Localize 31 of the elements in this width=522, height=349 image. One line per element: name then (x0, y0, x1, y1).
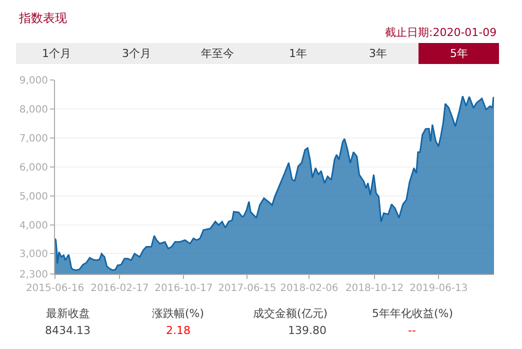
text: 5年年化收益(%) (372, 307, 454, 320)
y-tick-label: 3,000 (19, 249, 48, 260)
text: 年至今 (201, 47, 234, 60)
text: 1个月 (42, 47, 71, 60)
x-tick-label: 2018-02-06 (280, 283, 338, 294)
x-tick-label: 2019-06-13 (410, 283, 468, 294)
y-tick-label: 4,000 (19, 220, 48, 232)
y-tick-label: 6,000 (19, 162, 48, 174)
text: 3个月 (122, 47, 151, 60)
chart-title: 指数表现 (18, 11, 67, 25)
y-tick-label: 9,000 (19, 76, 48, 86)
y-tick-label: 8,000 (19, 104, 48, 116)
text: 涨跌幅(%) (152, 307, 204, 320)
text: 139.80 (288, 324, 326, 337)
text: 成交金额(亿元) (253, 307, 328, 320)
y-tick-label: 2,300 (19, 270, 48, 280)
text: 5年 (450, 47, 468, 60)
x-tick-label: 2016-02-17 (90, 283, 149, 294)
text: 1年 (289, 47, 307, 60)
text: 2.18 (166, 324, 190, 337)
x-tick-label: 2017-06-15 (218, 283, 276, 294)
x-tick-label: 2015-06-16 (26, 283, 84, 294)
text: 8434.13 (45, 324, 90, 337)
text: -- (408, 324, 416, 337)
y-tick-label: 5,000 (19, 191, 48, 202)
x-tick-label: 2018-10-12 (345, 283, 404, 294)
text: 最新收盘 (46, 307, 90, 320)
x-tick-label: 2016-10-17 (154, 283, 213, 294)
chart-subtitle: 截止日期:2020-01-09 (385, 26, 497, 39)
y-tick-label: 7,000 (19, 133, 48, 144)
text: 3年 (369, 47, 387, 60)
